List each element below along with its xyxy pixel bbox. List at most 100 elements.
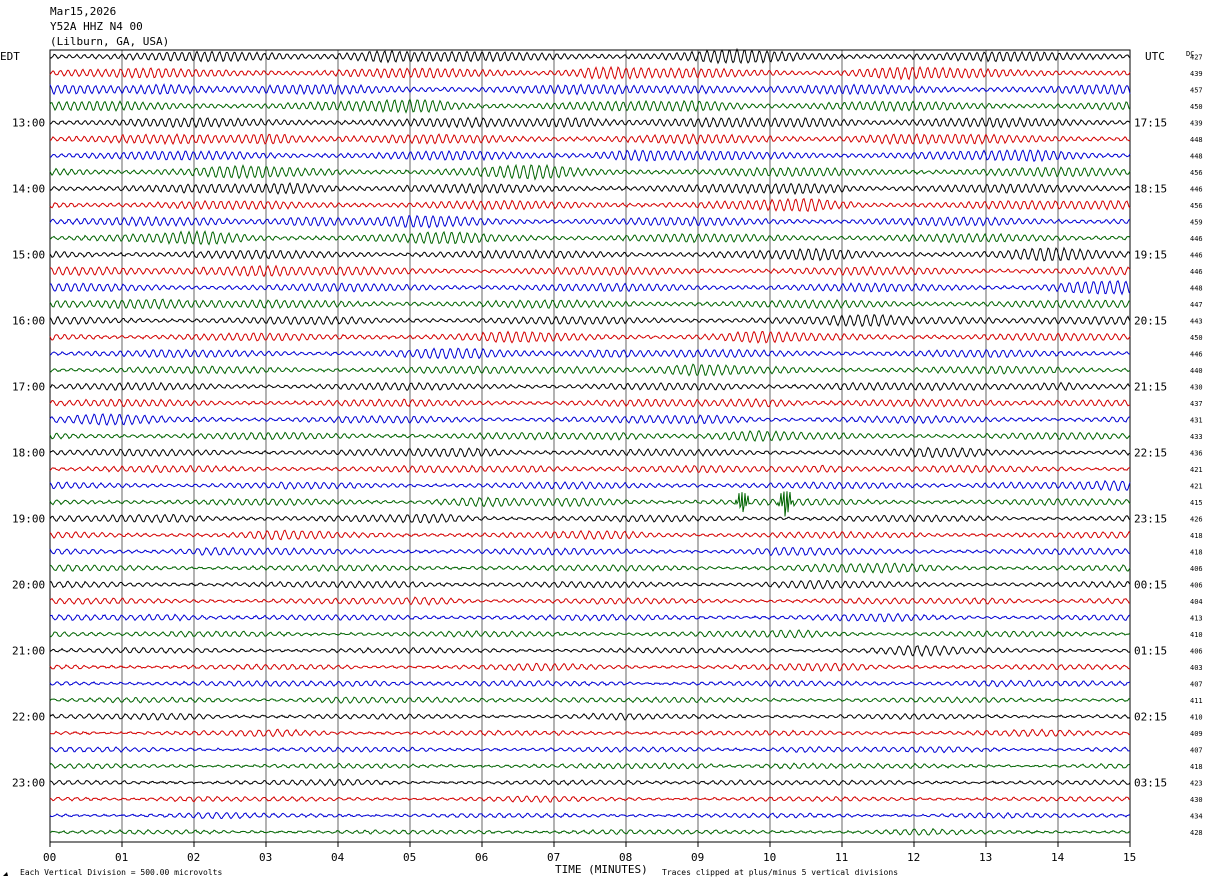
minute-gridlines bbox=[121, 50, 1059, 842]
plot-frame bbox=[49, 49, 1131, 843]
dc-offset-label: 403 bbox=[1190, 664, 1203, 672]
trace-46 bbox=[49, 811, 1131, 820]
x-axis-label: TIME (MINUTES) bbox=[555, 863, 648, 876]
right-hour-labels: 17:15 18:15 19:15 20:15 21:15 22:15 23:15 00:15… bbox=[1134, 117, 1167, 790]
dc-offset-label: 411 bbox=[1190, 697, 1203, 705]
trace-23 bbox=[49, 429, 1131, 442]
dc-offset-label: 456 bbox=[1190, 202, 1203, 210]
dc-offset-label: 448 bbox=[1190, 285, 1203, 293]
left-hour-label: 16:00 bbox=[12, 315, 45, 328]
trace-21 bbox=[49, 397, 1131, 408]
dc-offset-label: 421 bbox=[1190, 483, 1203, 491]
clipping-note: Traces clipped at plus/minus 5 vertical … bbox=[662, 868, 898, 877]
right-hour-label: 23:15 bbox=[1134, 513, 1167, 526]
dc-offset-label: 446 bbox=[1190, 351, 1203, 359]
dc-offset-label: 410 bbox=[1190, 714, 1203, 722]
dc-offset-labels: 427 439 457 450 439 448 448 456 446 456 459 446 446 4… bbox=[1190, 54, 1203, 838]
trace-28 bbox=[49, 513, 1131, 524]
x-tick-label: 00 bbox=[43, 851, 56, 864]
trace-20 bbox=[49, 381, 1131, 392]
left-hour-label: 19:00 bbox=[12, 513, 45, 526]
trace-32 bbox=[49, 579, 1131, 590]
x-tick-label: 12 bbox=[907, 851, 920, 864]
x-tick-label: 06 bbox=[475, 851, 488, 864]
right-hour-label: 17:15 bbox=[1134, 117, 1167, 130]
x-tick-label: 05 bbox=[403, 851, 416, 864]
dc-offset-label: 428 bbox=[1190, 829, 1203, 837]
dc-offset-label: 448 bbox=[1190, 153, 1203, 161]
trace-41 bbox=[49, 728, 1131, 738]
dc-offset-label: 443 bbox=[1190, 318, 1203, 326]
dc-offset-label: 433 bbox=[1190, 433, 1203, 441]
right-timezone-label: UTC bbox=[1145, 50, 1165, 63]
x-tick-label: 15 bbox=[1123, 851, 1136, 864]
trace-22 bbox=[49, 413, 1130, 426]
trace-40 bbox=[49, 712, 1131, 721]
dc-offset-label: 406 bbox=[1190, 648, 1203, 656]
trace-43 bbox=[49, 762, 1131, 770]
right-hour-label: 01:15 bbox=[1134, 645, 1167, 658]
dc-offset-label: 415 bbox=[1190, 499, 1203, 507]
trace-31 bbox=[49, 562, 1131, 574]
dc-offset-label: 427 bbox=[1190, 54, 1203, 62]
dc-offset-label: 406 bbox=[1190, 565, 1203, 573]
dc-offset-label: 450 bbox=[1190, 103, 1203, 111]
trace-34 bbox=[49, 612, 1131, 623]
trace-37 bbox=[49, 662, 1131, 672]
x-tick-label: 03 bbox=[259, 851, 272, 864]
dc-offset-label: 446 bbox=[1190, 268, 1203, 276]
trace-3 bbox=[49, 98, 1131, 114]
left-hour-label: 23:00 bbox=[12, 777, 45, 790]
trace-13 bbox=[49, 264, 1131, 278]
trace-38 bbox=[49, 679, 1131, 688]
dc-offset-label: 456 bbox=[1190, 169, 1203, 177]
dc-offset-label: 446 bbox=[1190, 235, 1203, 243]
trace-16 bbox=[49, 313, 1131, 328]
dc-offset-label: 436 bbox=[1190, 450, 1203, 458]
dc-offset-label: 440 bbox=[1190, 367, 1203, 375]
dc-offset-label: 418 bbox=[1190, 549, 1203, 557]
left-hour-label: 22:00 bbox=[12, 711, 45, 724]
dc-offset-label: 423 bbox=[1190, 780, 1203, 788]
right-hour-label: 21:15 bbox=[1134, 381, 1167, 394]
trace-24 bbox=[49, 446, 1131, 458]
dc-offset-label: 450 bbox=[1190, 334, 1203, 342]
trace-39 bbox=[49, 696, 1131, 704]
trace-36 bbox=[49, 644, 1131, 658]
x-tick-label: 02 bbox=[187, 851, 200, 864]
x-tick-label: 10 bbox=[763, 851, 776, 864]
trace-26 bbox=[49, 479, 1131, 492]
dc-offset-label: 439 bbox=[1190, 70, 1203, 78]
x-tick-label: 11 bbox=[835, 851, 848, 864]
dc-offset-label: 418 bbox=[1190, 763, 1203, 771]
left-hour-label: 13:00 bbox=[12, 117, 45, 130]
right-hour-label: 18:15 bbox=[1134, 183, 1167, 196]
x-tick-label: 09 bbox=[691, 851, 704, 864]
dc-offset-label: 406 bbox=[1190, 582, 1203, 590]
trace-30 bbox=[49, 546, 1131, 557]
left-hour-label: 20:00 bbox=[12, 579, 45, 592]
right-hour-label: 02:15 bbox=[1134, 711, 1167, 724]
trace-42 bbox=[49, 745, 1131, 754]
right-hour-label: 20:15 bbox=[1134, 315, 1167, 328]
trace-7 bbox=[49, 163, 1131, 181]
trace-29 bbox=[49, 529, 1131, 541]
trace-0 bbox=[49, 47, 1131, 65]
trace-45 bbox=[49, 795, 1131, 803]
x-tick-label: 13 bbox=[979, 851, 992, 864]
dc-offset-label: 413 bbox=[1190, 615, 1203, 623]
dc-offset-label: 404 bbox=[1190, 598, 1203, 606]
trace-19 bbox=[49, 363, 1131, 377]
left-timezone-label: EDT bbox=[0, 50, 20, 63]
dc-column-label: DC bbox=[1186, 50, 1194, 58]
dc-offset-label: 447 bbox=[1190, 301, 1203, 309]
dc-offset-label: 439 bbox=[1190, 120, 1203, 128]
left-hour-label: 18:00 bbox=[12, 447, 45, 460]
trace-18 bbox=[49, 347, 1130, 360]
dc-offset-label: 437 bbox=[1190, 400, 1203, 408]
trace-2 bbox=[49, 83, 1131, 96]
x-tick-label: 01 bbox=[115, 851, 128, 864]
corner-mark-icon bbox=[3, 872, 8, 876]
trace-8 bbox=[49, 182, 1131, 195]
dc-offset-label: 459 bbox=[1190, 219, 1203, 227]
